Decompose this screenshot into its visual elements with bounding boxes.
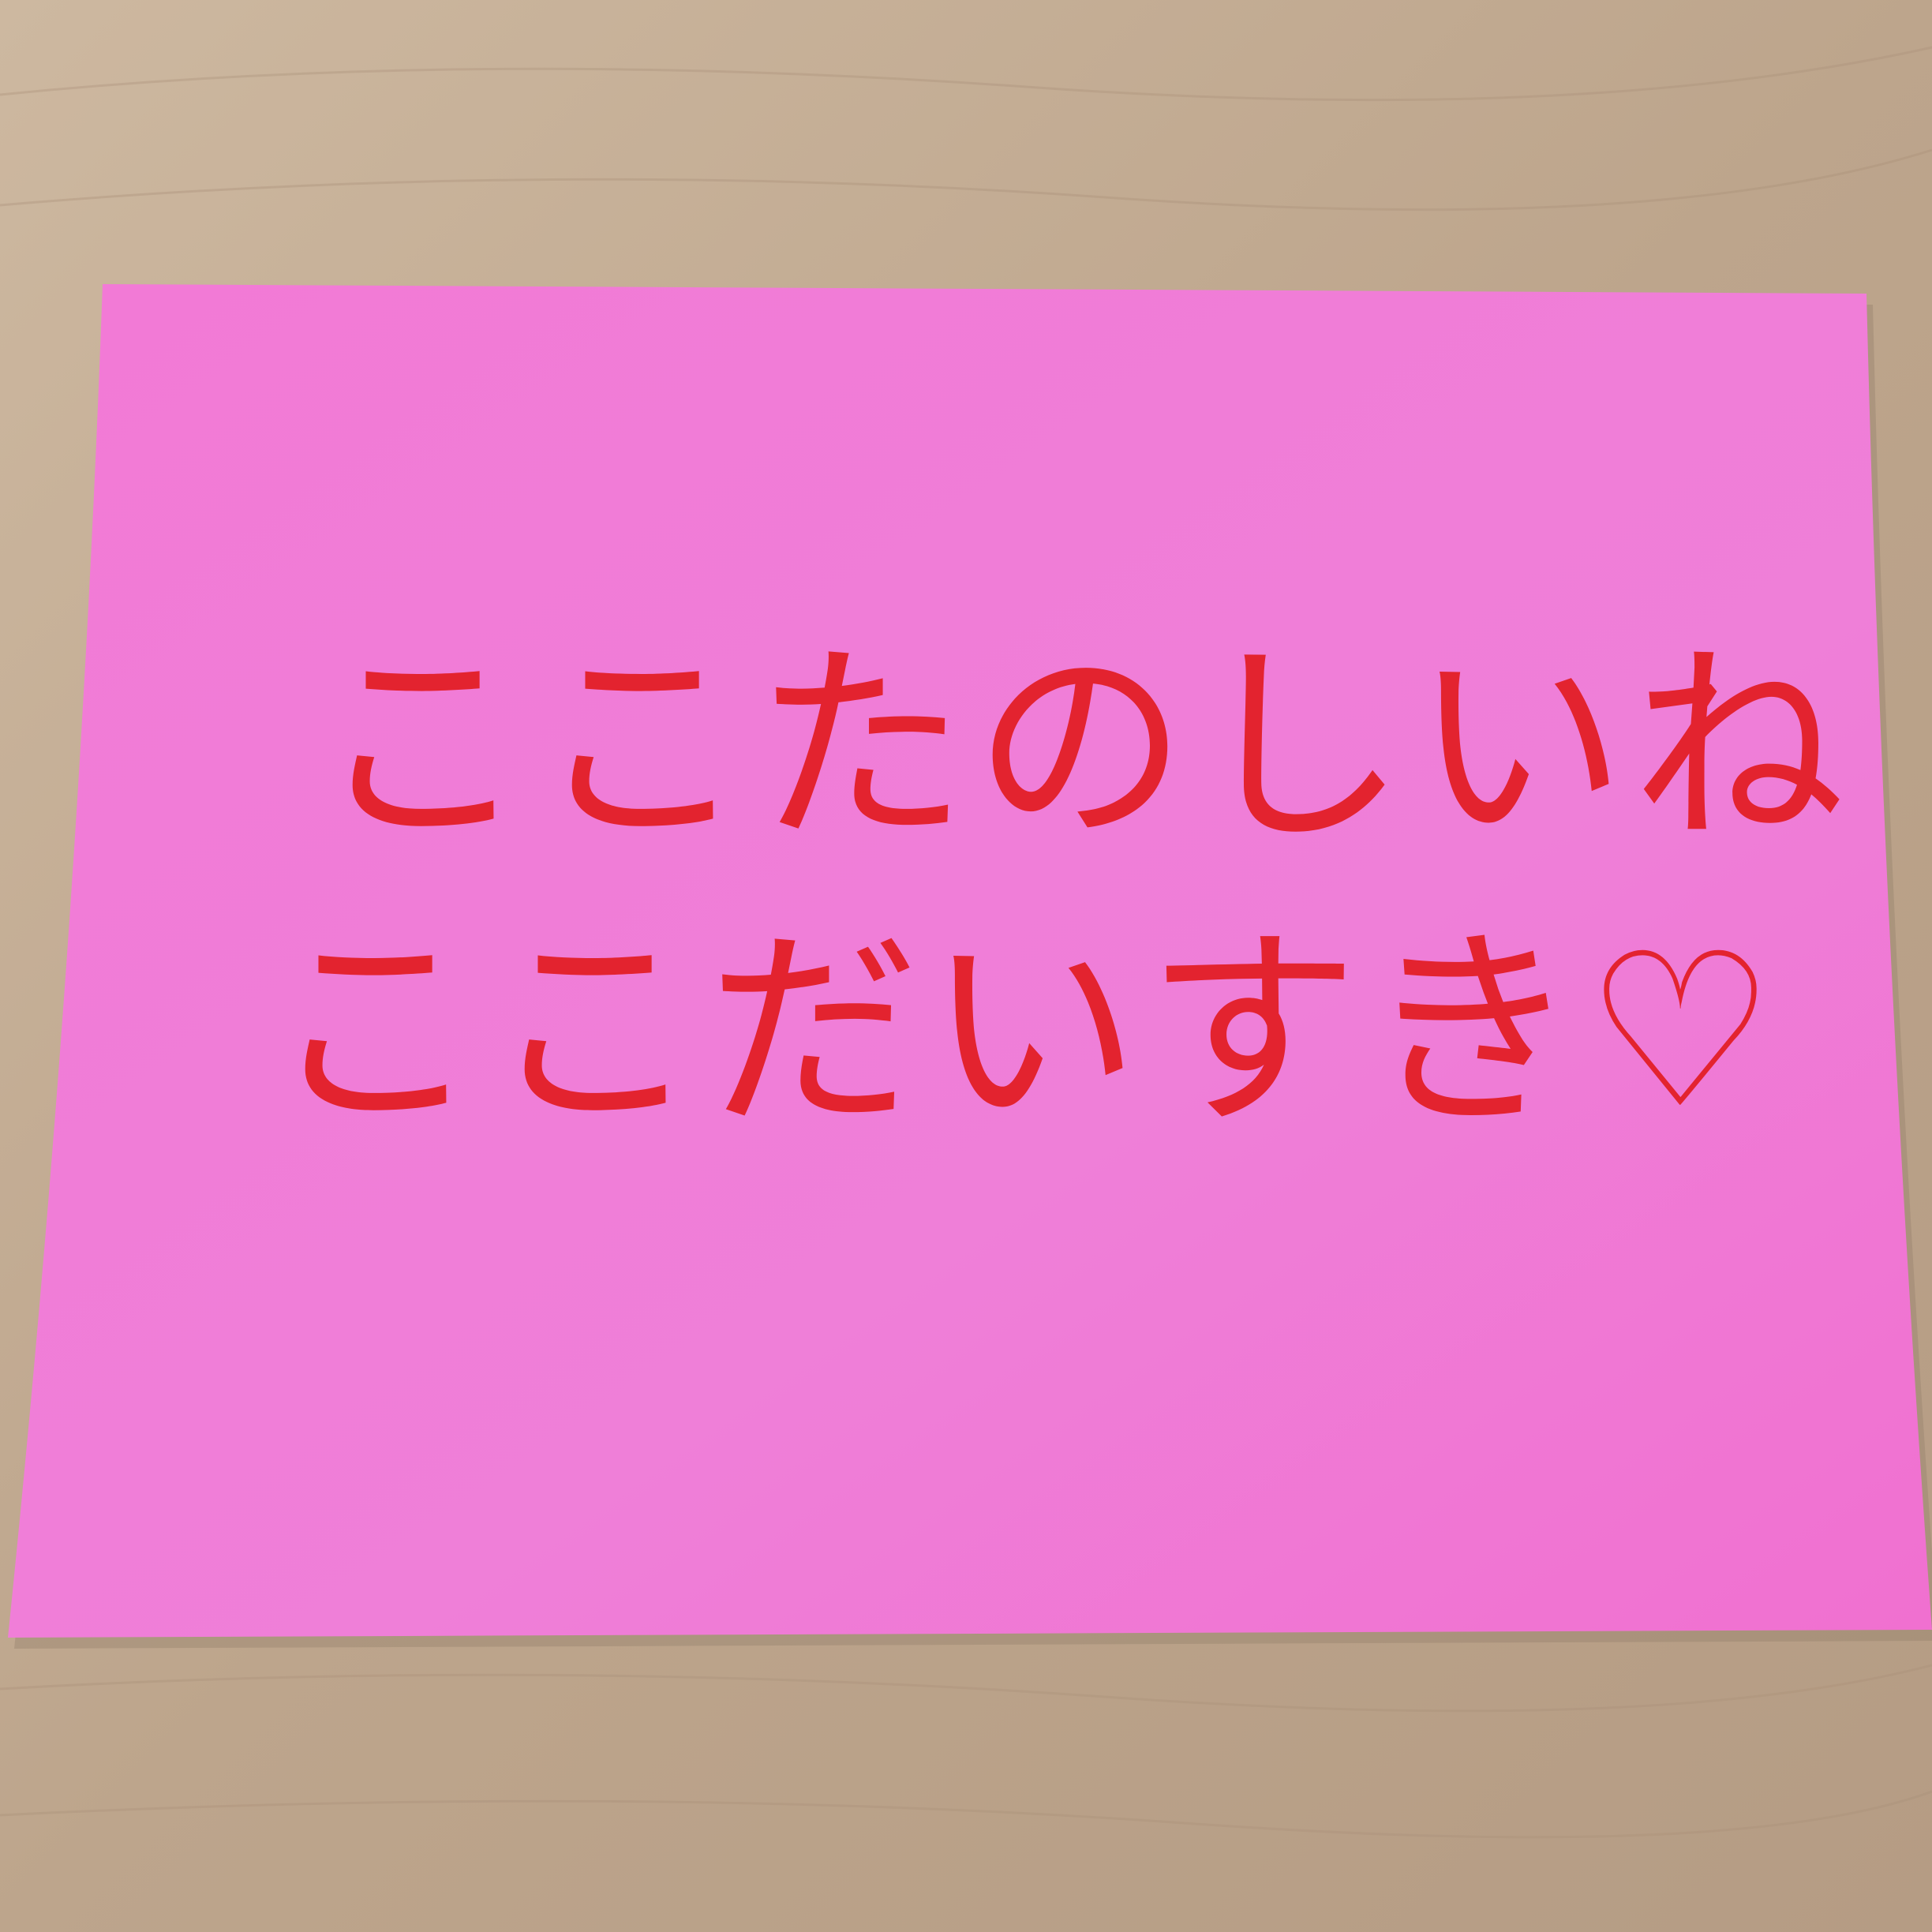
note-line: ここたのしいね xyxy=(316,623,1852,871)
wood-grain xyxy=(0,46,1932,1839)
sticky-note xyxy=(8,284,1932,1638)
note-line: ここだいすき♡ xyxy=(268,907,1782,1155)
